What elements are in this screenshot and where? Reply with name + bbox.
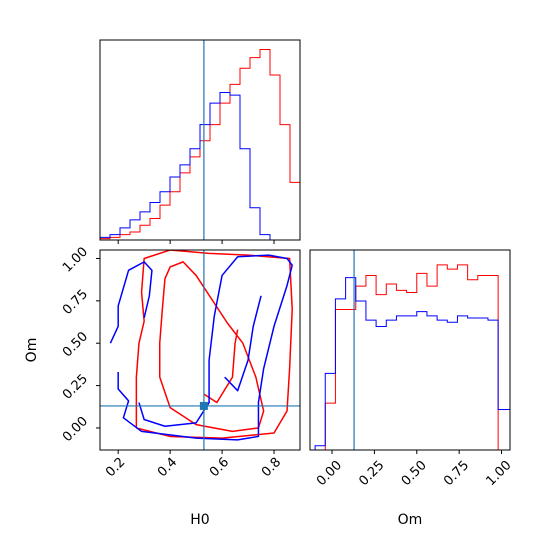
- contour-line-2: [203, 329, 239, 404]
- y-axis-label-om: Om: [24, 338, 40, 363]
- contour-line-1: [158, 261, 265, 433]
- joint-contour-panel: 0.2 0.4 0.6 0.8 0.00 0.25 0.50 0.75 1.00: [60, 244, 301, 480]
- contour-line-4: [117, 254, 293, 441]
- x-axis-label-om: Om: [398, 512, 423, 528]
- joint-xtick-label-0: 0.2: [103, 455, 128, 480]
- joint-ytick-label-0: 0.00: [60, 414, 91, 445]
- om-hist-frame: [309, 249, 511, 451]
- om-hist-series-1: [314, 277, 511, 450]
- omhist-xtick-label-3: 0.75: [441, 458, 472, 489]
- joint-xtick-label-1: 0.4: [155, 455, 180, 480]
- contour-line-3: [109, 261, 153, 344]
- joint-xtick-label-3: 0.8: [259, 455, 284, 480]
- joint-ytick-label-4: 1.00: [60, 244, 91, 275]
- contour-line-5: [224, 295, 262, 392]
- omhist-xtick-label-1: 0.25: [356, 458, 387, 489]
- h0-hist-series-1: [99, 91, 300, 241]
- omhist-xtick-label-4: 1.00: [484, 458, 515, 489]
- h0-hist-frame: [99, 39, 301, 241]
- joint-ytick-label-2: 0.50: [60, 329, 91, 360]
- om-histogram-panel: 0.00 0.25 0.50 0.75 1.00: [309, 249, 515, 489]
- contour-area: [109, 250, 293, 441]
- omhist-xtick-label-0: 0.00: [314, 458, 345, 489]
- om-hist-series-0: [315, 264, 510, 451]
- joint-frame: [99, 249, 301, 451]
- joint-ytick-label-1: 0.25: [60, 372, 91, 403]
- truth-marker: [199, 401, 208, 410]
- joint-ytick-label-3: 0.75: [60, 287, 91, 318]
- x-axis-label-h0: H0: [190, 512, 209, 528]
- omhist-xtick-label-2: 0.50: [399, 458, 430, 489]
- h0-histogram-panel: [99, 39, 301, 244]
- contour-line-0: [135, 250, 293, 439]
- joint-xtick-label-2: 0.6: [207, 455, 232, 480]
